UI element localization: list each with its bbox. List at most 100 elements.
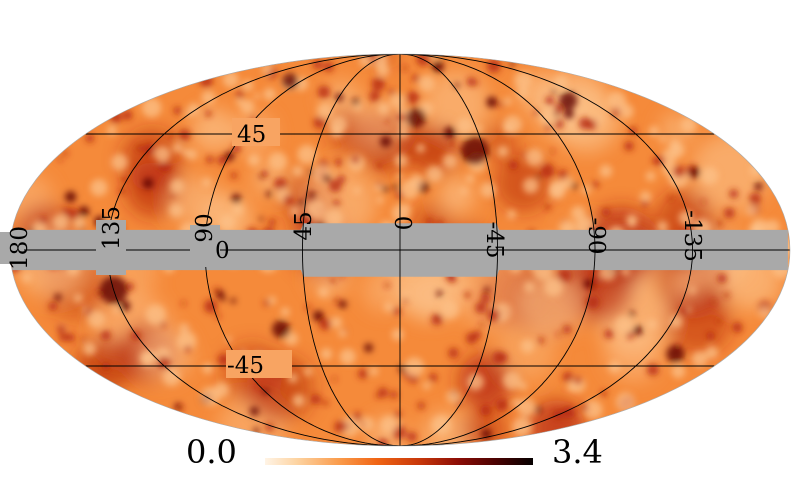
sky-spot [73, 217, 86, 229]
sky-spot [484, 286, 490, 293]
sky-spot [231, 193, 242, 204]
sky-spot [178, 129, 191, 141]
sky-spot [540, 108, 556, 125]
sky-spot [371, 77, 386, 91]
sky-spot [66, 333, 75, 342]
sky-spot [680, 117, 697, 133]
sky-spot [329, 115, 348, 134]
sky-spot [259, 216, 264, 221]
sky-spot [39, 216, 47, 224]
sky-spot [544, 123, 551, 131]
sky-spot [323, 61, 334, 72]
sky-spot [404, 357, 425, 378]
sky-spot [678, 210, 694, 226]
sky-spot [499, 353, 508, 362]
sky-spot [705, 346, 719, 359]
sky-spot [745, 204, 758, 216]
sky-spot [645, 171, 656, 182]
sky-spot [265, 191, 272, 197]
sky-spot [732, 322, 743, 333]
sky-spot [432, 60, 444, 73]
sky-spot [562, 406, 575, 419]
sky-spot [558, 268, 572, 283]
sky-spot [369, 90, 381, 102]
sky-spot [292, 165, 304, 177]
sky-spot [230, 172, 238, 179]
sky-spot [562, 371, 573, 383]
sky-soft-patch [439, 177, 476, 214]
sky-spot [647, 319, 657, 330]
sky-spot [66, 208, 79, 220]
sky-spot [411, 74, 420, 82]
sky-spot [465, 332, 478, 345]
sky-spot [495, 398, 509, 412]
sky-spot [578, 117, 591, 130]
sky-spot [460, 187, 468, 195]
sky-spot [230, 298, 236, 304]
sky-spot [168, 133, 174, 140]
sky-spot [554, 103, 564, 114]
sky-spot [479, 322, 484, 327]
sky-spot [723, 292, 730, 298]
sky-spot [219, 214, 236, 230]
lon-label-m90: -90 [583, 217, 609, 254]
sky-spot [319, 318, 332, 331]
sky-spot [172, 142, 183, 153]
sky-spot [235, 97, 243, 106]
sky-dark-clump [666, 345, 685, 364]
sky-spot [711, 299, 717, 305]
sky-spot [749, 192, 762, 205]
sky-spot [57, 324, 66, 334]
sky-spot [646, 363, 660, 376]
sky-spot [533, 110, 540, 116]
sky-spot [626, 331, 634, 340]
sky-spot [512, 417, 532, 437]
sky-spot [446, 389, 461, 404]
sky-spot [52, 213, 69, 230]
sky-spot [431, 314, 443, 326]
sky-soft-patch [191, 108, 236, 152]
sky-spot [136, 145, 143, 152]
sky-spot [377, 102, 390, 115]
sky-spot [601, 208, 611, 217]
sky-spot [503, 97, 512, 106]
sky-spot [473, 80, 479, 86]
label-bg-lon-90 [190, 225, 220, 267]
sky-spot [274, 177, 287, 191]
sky-spot [615, 315, 633, 334]
sky-spot [717, 273, 727, 284]
sky-spot [353, 187, 361, 194]
lon-label-m135: -135 [679, 210, 705, 262]
sky-spot [338, 300, 347, 309]
sky-spot [689, 167, 700, 178]
sky-spot [330, 316, 343, 329]
sky-spot [498, 101, 504, 108]
sky-spot [357, 368, 368, 379]
sky-spot [253, 92, 261, 100]
sky-spot [480, 405, 491, 416]
sky-spot [758, 305, 771, 318]
sky-spot [701, 199, 706, 204]
sky-spot [475, 302, 487, 314]
sky-spot [669, 315, 683, 328]
sky-spot [339, 348, 356, 365]
sky-spot [100, 330, 111, 341]
sky-spot [522, 177, 539, 194]
sky-spot [562, 325, 572, 334]
sky-spot [145, 304, 166, 325]
sky-spot [661, 148, 678, 164]
lon-label-0: 0 [389, 216, 415, 231]
sky-spot [78, 206, 90, 217]
sky-spot [377, 387, 389, 398]
sky-spot [217, 155, 228, 166]
sky-spot [90, 179, 108, 197]
sky-spot [415, 143, 426, 153]
sky-spot [402, 298, 408, 304]
sky-spot [292, 204, 297, 208]
sky-spot [566, 383, 576, 392]
sky-spot [142, 178, 154, 189]
sky-spot [239, 99, 255, 114]
sky-spot [330, 277, 336, 284]
sky-spot [393, 307, 401, 316]
